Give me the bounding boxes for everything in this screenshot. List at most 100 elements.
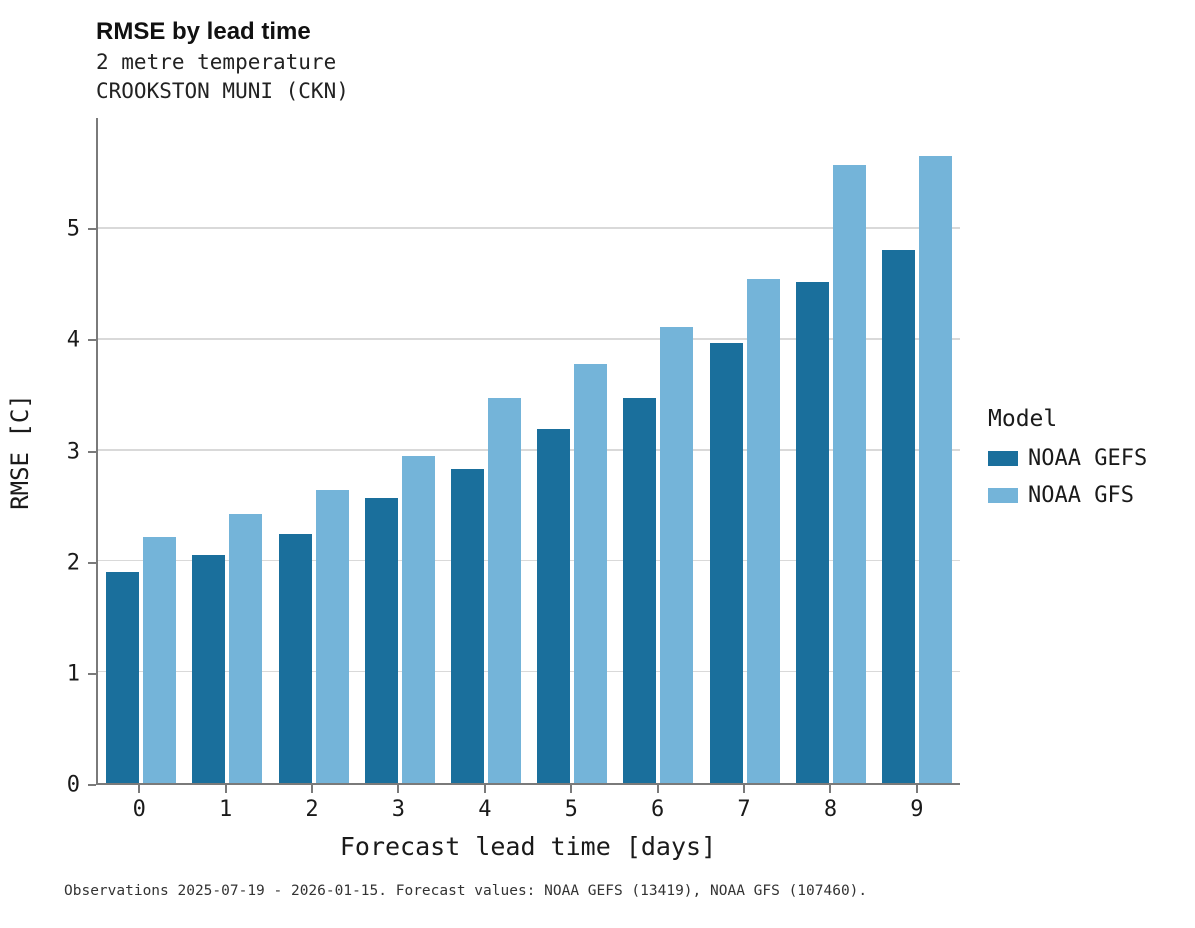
bar-noaa-gfs-day-3 (401, 456, 435, 783)
x-tick-label: 9 (910, 797, 924, 822)
y-tick-label: 5 (66, 216, 80, 242)
x-tick-mark (397, 785, 400, 793)
plot-area (96, 118, 960, 785)
x-tick-label: 2 (305, 797, 319, 822)
bar-noaa-gefs-day-2 (278, 533, 312, 783)
legend-label: NOAA GFS (1028, 483, 1134, 508)
x-tick-label: 8 (823, 797, 838, 822)
bar-noaa-gefs-day-7 (709, 343, 743, 783)
x-tick-mark (224, 785, 227, 793)
title-block: RMSE by lead time 2 metre temperature CR… (96, 16, 1195, 106)
bar-noaa-gfs-day-6 (660, 327, 694, 783)
chart-subtitle-variable: 2 metre temperature (96, 50, 337, 74)
y-tick-mark (88, 561, 96, 564)
legend-entries: NOAA GEFS NOAA GFS (988, 446, 1147, 508)
y-tick-label: 1 (66, 661, 80, 687)
y-tick-mark (88, 228, 96, 231)
x-tick-cell: 0 (96, 785, 182, 822)
bar-group-day-1 (184, 118, 270, 783)
chart-title: RMSE by lead time (96, 18, 311, 45)
x-tick-cell: 7 (701, 785, 787, 822)
x-tick-mark (311, 785, 314, 793)
bar-group-day-4 (443, 118, 529, 783)
bar-noaa-gfs-day-4 (487, 398, 521, 783)
bar-group-day-7 (701, 118, 787, 783)
bar-noaa-gefs-day-4 (450, 469, 484, 783)
y-tick-label: 4 (66, 327, 80, 353)
x-tick-cell: 5 (528, 785, 614, 822)
x-tick-label: 7 (737, 797, 751, 822)
x-tick-cell: 6 (614, 785, 700, 822)
legend-swatch (988, 451, 1018, 466)
chart-row: RMSE [C] 0 1 2 3 4 5 0 1 2 3 4 5 6 7 8 9 Forecast lead… (0, 118, 1195, 861)
bar-group-day-9 (874, 118, 960, 783)
gridline (98, 449, 960, 451)
x-tick-label: 5 (564, 797, 578, 822)
bar-group-day-8 (788, 118, 874, 783)
legend: Model NOAA GEFS NOAA GFS (988, 406, 1147, 520)
bar-noaa-gfs-day-8 (832, 164, 866, 783)
y-tick-mark (88, 672, 96, 675)
x-tick-row: 0 1 2 3 4 5 6 7 8 9 (96, 785, 960, 822)
x-tick-label: 6 (651, 797, 665, 822)
y-tick-label: 3 (66, 439, 80, 464)
y-tick-column: 0 1 2 3 4 5 (40, 118, 96, 798)
y-axis-label: RMSE [C] (6, 393, 34, 510)
plot-column: 0 1 2 3 4 5 6 7 8 9 Forecast lead time [days] (96, 118, 960, 861)
footer-caption: Observations 2025-07-19 - 2026-01-15. Fo… (64, 883, 868, 899)
y-axis-label-column: RMSE [C] (0, 118, 40, 785)
legend-entry: NOAA GEFS (988, 446, 1147, 471)
x-tick-cell: 1 (182, 785, 268, 822)
x-tick-cell: 4 (442, 785, 528, 822)
x-tick-mark (570, 785, 573, 793)
bar-noaa-gfs-day-5 (574, 364, 608, 783)
bar-noaa-gefs-day-9 (881, 249, 915, 783)
x-tick-mark (483, 785, 486, 793)
x-axis-label: Forecast lead time [days] (339, 832, 717, 861)
y-tick-mark (88, 784, 96, 786)
x-tick-mark (656, 785, 659, 793)
bar-group-day-5 (529, 118, 615, 783)
bar-noaa-gfs-day-0 (143, 536, 177, 783)
x-tick-mark (915, 785, 918, 793)
bar-group-day-2 (270, 118, 356, 783)
y-tick-label: 0 (66, 772, 80, 798)
x-tick-cell: 8 (787, 785, 873, 822)
x-tick-cell: 3 (355, 785, 441, 822)
bar-noaa-gefs-day-1 (192, 554, 226, 783)
gridline (98, 338, 960, 340)
y-tick-label: 2 (66, 550, 80, 576)
bar-noaa-gefs-day-0 (106, 572, 140, 783)
gridline (98, 670, 960, 673)
bar-noaa-gefs-day-3 (364, 498, 398, 783)
bar-noaa-gefs-day-6 (623, 398, 657, 783)
gridline (98, 559, 960, 562)
legend-label: NOAA GEFS (1028, 446, 1148, 471)
x-tick-cell: 2 (269, 785, 355, 822)
bar-noaa-gfs-day-7 (746, 278, 780, 783)
x-tick-label: 3 (391, 797, 406, 822)
bar-groups (98, 118, 960, 783)
bar-noaa-gfs-day-9 (918, 155, 952, 783)
y-tick-mark (88, 450, 96, 453)
x-tick-label: 1 (218, 797, 233, 822)
bar-noaa-gfs-day-1 (229, 513, 263, 783)
bar-group-day-0 (98, 118, 184, 783)
x-tick-mark (138, 785, 141, 793)
x-tick-cell: 9 (874, 785, 960, 822)
bar-group-day-6 (615, 118, 701, 783)
chart-subtitle-station: CROOKSTON MUNI (CKN) (96, 79, 349, 103)
legend-column: Model NOAA GEFS NOAA GFS (960, 118, 1195, 861)
x-tick-mark (829, 785, 832, 793)
x-tick-label: 0 (132, 797, 146, 822)
bar-noaa-gefs-day-8 (795, 282, 829, 783)
legend-entry: NOAA GFS (988, 483, 1147, 508)
y-tick-mark (88, 339, 96, 342)
x-tick-label: 4 (478, 797, 492, 822)
bar-noaa-gefs-day-5 (537, 429, 571, 783)
gridline (98, 227, 960, 229)
legend-title: Model (988, 406, 1058, 432)
x-tick-mark (743, 785, 746, 793)
bar-group-day-3 (357, 118, 443, 783)
